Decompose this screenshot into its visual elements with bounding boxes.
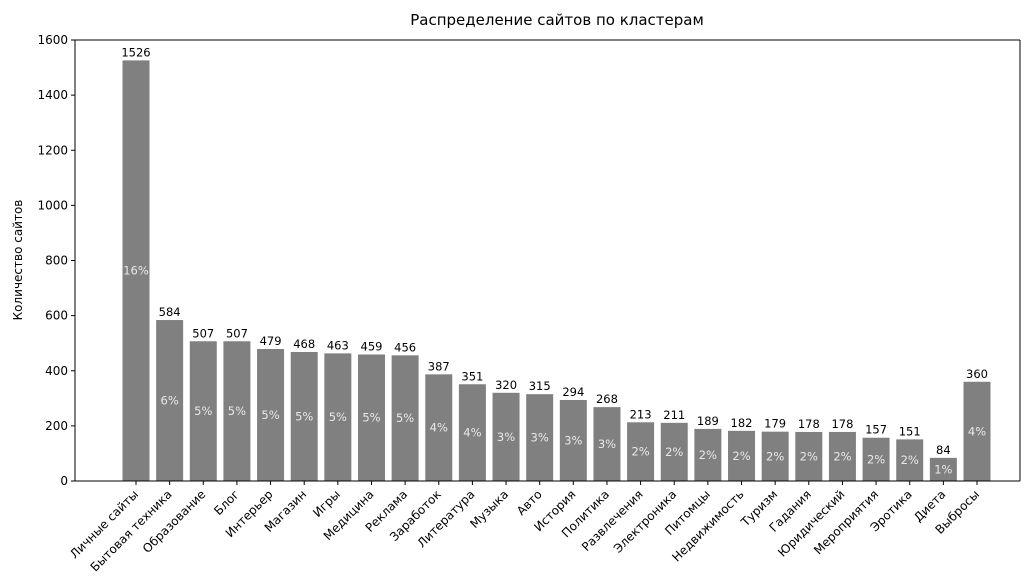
percent-label: 3% (598, 437, 616, 451)
y-tick-label: 200 (45, 419, 68, 433)
value-label: 84 (936, 443, 951, 457)
percent-label: 2% (901, 453, 919, 467)
value-label: 213 (630, 407, 652, 421)
bar (627, 422, 655, 481)
bar (257, 348, 285, 481)
bar (223, 341, 251, 481)
bar (795, 431, 823, 481)
value-label: 507 (192, 326, 214, 340)
value-label: 151 (899, 424, 921, 438)
value-label: 456 (394, 340, 416, 354)
percent-label: 5% (194, 404, 212, 418)
y-tick-label: 600 (45, 309, 68, 323)
chart-title: Распределение сайтов по кластерам (410, 11, 704, 29)
value-label: 387 (428, 359, 450, 373)
percent-label: 4% (463, 426, 481, 440)
y-tick-label: 1000 (37, 198, 68, 212)
value-label: 211 (663, 408, 685, 422)
value-label: 178 (831, 417, 853, 431)
value-label: 468 (293, 337, 315, 351)
bar (425, 374, 453, 481)
bar (963, 381, 991, 481)
percent-label: 3% (497, 430, 515, 444)
value-label: 459 (361, 339, 383, 353)
percent-label: 2% (800, 449, 818, 463)
percent-label: 2% (766, 449, 784, 463)
percent-label: 3% (531, 431, 549, 445)
percent-label: 4% (968, 424, 986, 438)
bar (559, 399, 587, 481)
value-label: 351 (461, 369, 483, 383)
y-tick-label: 1200 (37, 143, 68, 157)
percent-label: 5% (396, 411, 414, 425)
bar (492, 392, 520, 481)
percent-label: 5% (261, 408, 279, 422)
y-tick-label: 1600 (37, 33, 68, 47)
bar (694, 428, 722, 481)
y-tick-label: 800 (45, 254, 68, 268)
bar (728, 430, 756, 481)
bar (189, 341, 217, 481)
value-label: 268 (596, 392, 618, 406)
bar (862, 437, 890, 481)
percent-label: 5% (295, 410, 313, 424)
bar (526, 394, 554, 481)
percent-label: 5% (228, 404, 246, 418)
x-tick-label: Блог (211, 487, 242, 518)
value-label: 463 (327, 338, 349, 352)
percent-label: 4% (430, 421, 448, 435)
value-label: 360 (966, 367, 988, 381)
percent-label: 2% (867, 452, 885, 466)
bar (593, 407, 621, 481)
percent-label: 2% (833, 449, 851, 463)
bar (896, 439, 924, 481)
bar (122, 60, 150, 482)
bar (391, 355, 419, 481)
percent-label: 2% (699, 448, 717, 462)
value-label: 182 (731, 416, 753, 430)
value-label: 320 (495, 378, 517, 392)
y-tick-label: 0 (60, 474, 68, 488)
y-tick-label: 1400 (37, 88, 68, 102)
value-label: 584 (159, 305, 181, 319)
value-label: 294 (562, 385, 584, 399)
bar (929, 457, 957, 481)
percent-label: 5% (329, 410, 347, 424)
value-label: 479 (260, 334, 282, 348)
value-label: 179 (764, 417, 786, 431)
bar (761, 431, 789, 481)
value-label: 189 (697, 414, 719, 428)
percent-label: 2% (631, 445, 649, 459)
bar (357, 354, 385, 481)
value-label: 1526 (121, 45, 150, 59)
x-tick-label: Авто (514, 487, 545, 518)
value-label: 157 (865, 423, 887, 437)
value-label: 178 (798, 417, 820, 431)
bar (828, 431, 856, 481)
percent-label: 2% (732, 449, 750, 463)
bar (324, 353, 352, 481)
bar (458, 384, 486, 481)
value-label: 507 (226, 326, 248, 340)
percent-label: 3% (564, 433, 582, 447)
bar (156, 320, 184, 481)
y-axis-label: Количество сайтов (11, 200, 25, 321)
percent-label: 1% (934, 462, 952, 476)
percent-label: 16% (123, 264, 149, 278)
y-tick-label: 400 (45, 364, 68, 378)
percent-label: 5% (362, 411, 380, 425)
percent-label: 2% (665, 445, 683, 459)
bar (290, 352, 318, 481)
value-label: 315 (529, 379, 551, 393)
bar (660, 422, 688, 481)
percent-label: 6% (161, 394, 179, 408)
